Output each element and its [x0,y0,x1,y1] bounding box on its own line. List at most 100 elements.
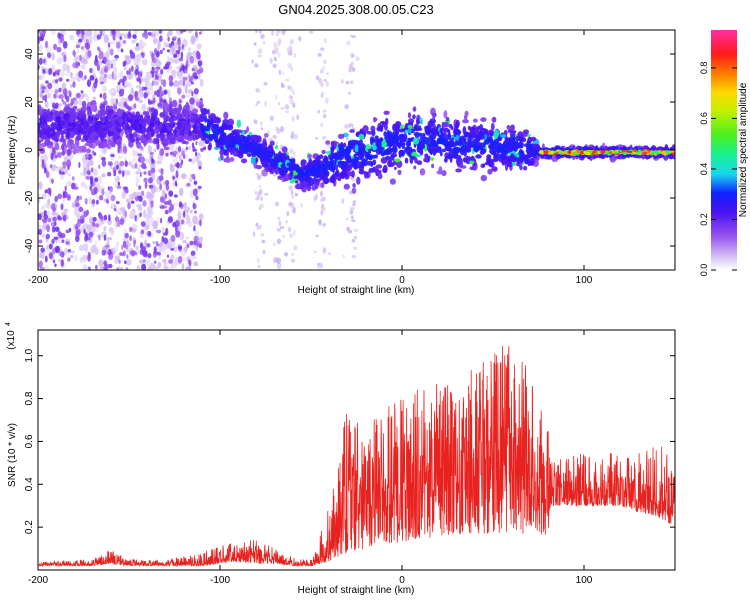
colorbar: 0.00.20.40.60.8 Normalized spectral ampl… [699,30,749,276]
spectrogram-band-blob [192,132,197,141]
spectrogram-noise-blob [125,55,132,65]
spectrogram-noise-blob [147,31,152,36]
spectrogram-band-blob [83,134,89,141]
spectrogram-band-blob [433,130,440,136]
spectrogram-noise-blob [54,263,57,268]
spectrogram-band-blob [372,159,377,166]
spectrogram-band-blob [371,129,376,137]
spectrogram-noise-blob [288,95,294,100]
spectrogram-noise-blob [292,102,296,109]
spectrogram-ytick-label: 0 [24,147,35,153]
snr-ytick-label: 1.0 [24,348,35,362]
spectrogram-noise-blob [148,177,153,184]
spectrogram-noise-blob [107,171,112,177]
colorbar-label: Normalized spectral amplitude [738,82,749,217]
spectrogram-band-blob [431,127,435,134]
spectrogram-noise-blob [122,40,127,44]
spectrogram-band-blob [427,120,434,128]
spectrogram-band-blob [46,133,52,138]
spectrogram-noise-blob [134,68,139,76]
spectrogram-band-blob [93,123,100,132]
spectrogram-noise-blob [114,58,119,62]
spectrogram-band-blob [244,147,249,155]
spectrogram-noise-blob [40,233,46,238]
spectrogram-band-blob [465,131,469,138]
spectrogram-band-blob [63,113,69,122]
spectrogram-noise-blob [39,35,44,42]
spectrogram-band-blob [277,151,282,159]
spectrogram-noise-blob [95,264,98,270]
spectrogram-noise-blob [42,95,46,101]
spectrogram-noise-blob [107,161,113,167]
spectrogram-noise-blob [320,122,324,128]
spectrogram-band-blob [132,131,138,138]
spectrogram-noise-blob [170,262,177,269]
spectrogram-band-blob [385,117,389,126]
spectrogram-line-blob [627,150,633,154]
spectrogram-band-blob [281,146,288,154]
spectrogram-noise-blob [84,75,87,80]
spectrogram-band-blob [269,140,275,146]
spectrogram-noise-blob [136,43,139,47]
spectrogram-noise-blob [122,170,125,178]
spectrogram-band-blob [192,108,199,114]
spectrogram-noise-blob [128,94,134,102]
spectrogram-noise-blob [287,62,293,69]
spectrogram-noise-blob [56,69,62,72]
spectrogram-noise-blob [173,246,178,253]
spectrogram-noise-blob [127,72,133,80]
spectrogram-noise-blob [260,121,263,127]
spectrogram-noise-blob [98,52,104,60]
spectrogram-noise-blob [41,85,46,90]
spectrogram-band-blob [396,135,400,140]
spectrogram-noise-blob [185,101,190,110]
spectrogram-noise-blob [193,225,196,232]
spectrogram-band-blob [170,108,178,114]
spectrogram-noise-blob [110,63,113,69]
spectrogram-band-blob [326,150,332,155]
spectrogram-band-blob [289,179,295,184]
spectrogram-noise-blob [188,145,192,150]
spectrogram-noise-blob [39,55,45,59]
spectrogram-band-blob [335,164,338,171]
spectrogram-band-blob [464,110,469,117]
spectrogram-noise-blob [136,77,141,82]
spectrogram-noise-blob [67,173,71,177]
spectrogram-noise-blob [51,238,55,244]
spectrogram-noise-blob [139,39,143,45]
spectrogram-band-blob [480,127,487,134]
spectrogram-noise-blob [83,243,89,251]
spectrogram-band-blob [72,108,76,114]
spectrogram-noise-blob [319,69,324,74]
spectrogram-noise-blob [158,175,164,182]
spectrogram-band-blob [211,135,217,140]
spectrogram-noise-blob [145,216,152,226]
spectrogram-noise-blob [280,82,284,88]
spectrogram-band-blob [456,160,460,165]
spectrogram-noise-blob [259,30,263,34]
spectrogram-noise-blob [38,193,41,198]
spectrogram-noise-blob [288,201,293,207]
spectrogram-noise-blob [292,89,295,96]
spectrogram-band-blob [491,116,497,123]
spectrogram-noise-blob [134,215,137,219]
spectrogram-noise-blob [274,50,279,55]
spectrogram-noise-blob [323,78,327,82]
spectrogram-noise-blob [199,219,202,227]
spectrogram-noise-blob [78,229,81,235]
spectrogram-noise-blob [350,61,354,66]
spectrogram-noise-blob [54,89,59,94]
spectrogram-noise-blob [195,141,198,146]
spectrogram-noise-blob [132,148,135,157]
spectrogram-noise-blob [50,203,56,211]
spectrogram-noise-blob [135,175,140,184]
spectrogram-noise-blob [139,242,144,250]
spectrogram-noise-blob [177,245,183,250]
spectrogram-band-blob [171,99,178,108]
spectrogram-band-blob [414,157,418,164]
spectrogram-band-blob [491,166,498,172]
spectrogram-band-blob [156,142,160,150]
spectrogram-noise-blob [78,195,83,201]
spectrogram-noise-blob [89,75,95,81]
